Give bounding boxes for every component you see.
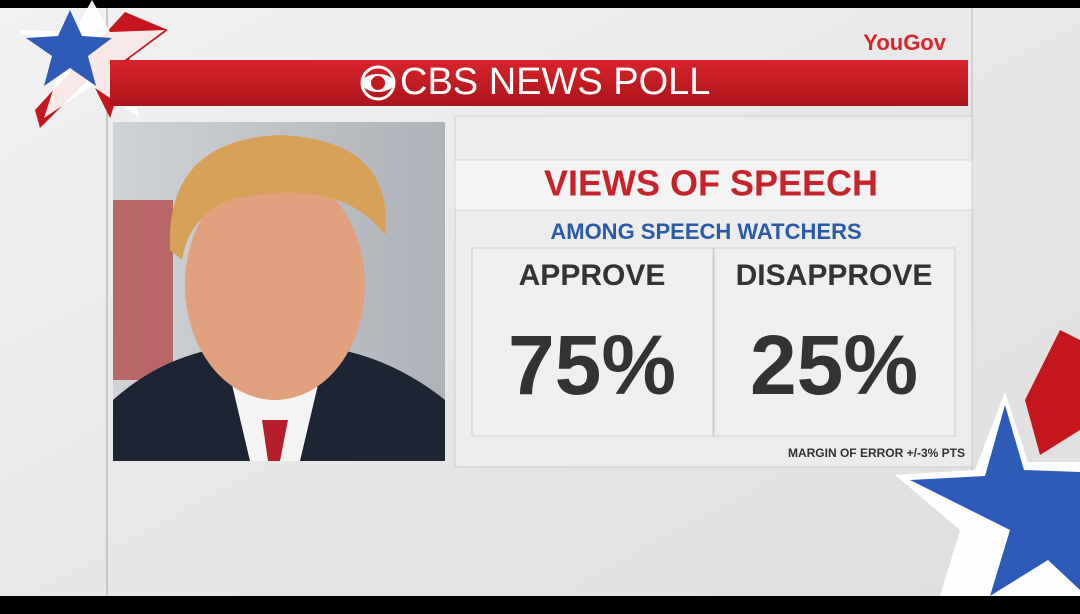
result-box	[713, 247, 956, 437]
cbs-eye-logo	[360, 65, 396, 101]
panel-subtitle: AMONG SPEECH WATCHERS	[550, 219, 861, 244]
footnote: MARGIN OF ERROR +/-3% PTS	[788, 446, 965, 460]
panel-title: VIEWS OF SPEECH	[544, 163, 878, 204]
letterbox-bottom	[0, 596, 1080, 614]
banner	[110, 60, 968, 106]
result-value: 25%	[750, 318, 918, 412]
result-label: APPROVE	[519, 259, 666, 292]
partner-logo: YouGov	[863, 30, 946, 55]
title-strip	[454, 159, 973, 211]
result-value: 75%	[508, 318, 676, 412]
network-name: CBS NEWS POLL	[400, 61, 710, 103]
star-decoration	[895, 330, 1080, 596]
portrait	[113, 122, 445, 461]
result-box	[471, 247, 714, 437]
result-label: DISAPPROVE	[736, 259, 933, 292]
letterbox-top	[0, 0, 1080, 8]
